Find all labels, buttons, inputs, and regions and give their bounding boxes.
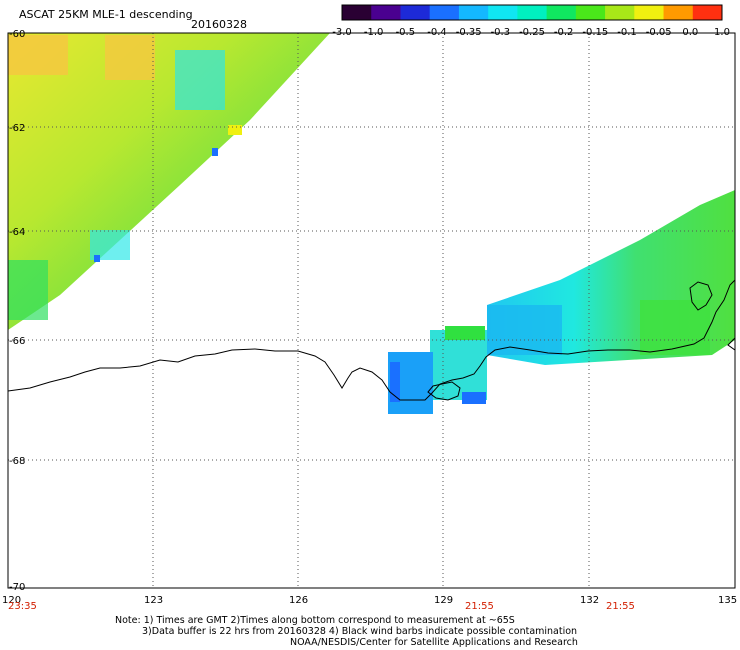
map-frame [7,32,736,589]
lat-label-64: -64 [9,227,25,238]
map-date: 20160328 [191,18,247,31]
colorbar-swatch [400,5,431,20]
note-line-3: NOAA/NESDIS/Center for Satellite Applica… [290,637,578,648]
colorbar-tick-label: -0.1 [617,27,637,38]
colorbar-swatch [546,5,577,20]
lat-label-60: -60 [9,29,25,40]
time-labels: 23:35 21:55 21:55 [8,601,635,612]
colorbar-frame [341,4,723,21]
colorbar-swatch [663,5,694,20]
colorbar-swatch [634,5,665,20]
lat-label-70: -70 [9,582,25,593]
time-label-0: 23:35 [8,601,37,612]
colorbar-swatch [517,5,548,20]
colorbar-tick-label: -0.3 [491,27,511,38]
lon-label-132: 132 [580,595,599,606]
colorbar-tick-label: -0.5 [396,27,416,38]
wind-field-swath-east [388,190,735,414]
lat-label-68: -68 [9,456,25,467]
lon-label-120: 120 [2,595,21,606]
lon-label-129: 129 [434,595,453,606]
colorbar-swatch [342,5,372,20]
lon-label-126: 126 [289,595,308,606]
latitude-labels: -60 -62 -64 -66 -68 -70 [9,29,25,593]
note-line-2: 3)Data buffer is 22 hrs from 20160328 4)… [142,626,578,637]
longitude-labels: 120 123 126 129 132 135 [2,595,737,606]
colorbar-swatch [605,5,635,20]
colorbar-tick-label: -0.2 [554,27,574,38]
lat-label-62: -62 [9,123,25,134]
colorbar-tick-label: -0.4 [427,27,447,38]
colorbar-tick-labels: -3.0 -1.0 -0.5 -0.4 -0.35 -0.3 -0.25 -0.2 -0.15-… [332,27,730,38]
time-label-2: 21:55 [606,601,635,612]
colorbar-tick-label: -0.05 [646,27,672,38]
colorbar-tick-label: -1.0 [364,27,384,38]
colorbar-tick-label: -3.0 [332,27,352,38]
colorbar-swatch [575,5,606,20]
colorbar-tick-label: -0.25 [519,27,545,38]
colorbar-swatch [429,5,460,20]
colorbar-swatch [458,5,489,20]
colorbar-swatch [488,5,518,20]
lat-label-66: -66 [9,336,25,347]
colorbar-tick-label: 1.0 [714,27,730,38]
colorbar-tick-label: 0.0 [682,27,698,38]
colorbar-swatch [692,5,723,20]
graticule [8,33,735,588]
colorbar-tick-label: -0.15 [582,27,608,38]
time-label-1: 21:55 [465,601,494,612]
colorbar-tick-label: -0.35 [456,27,482,38]
note-line-1: Note: 1) Times are GMT 2)Times along bot… [115,615,515,626]
colorbar-swatch [371,5,401,20]
lon-label-123: 123 [144,595,163,606]
colorbar [341,4,723,21]
map-title: ASCAT 25KM MLE-1 descending [19,8,193,21]
lon-label-135: 135 [718,595,737,606]
wind-field-swath-west [8,33,330,330]
